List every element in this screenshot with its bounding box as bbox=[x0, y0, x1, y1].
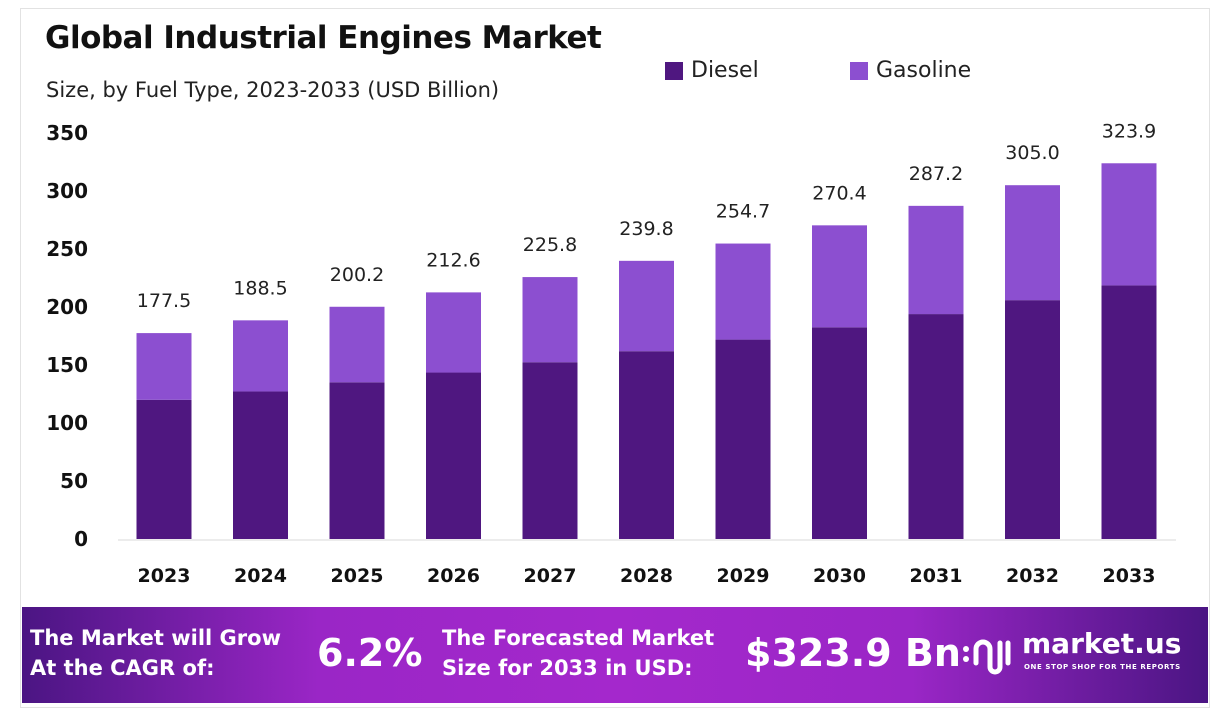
bar-chart: 0 50 100 150 200 250 300 350 177.5 2023 188.5 2024 2… bbox=[46, 120, 1176, 587]
bar-gasoline-2033 bbox=[1101, 163, 1157, 286]
total-label-2028: 239.8 bbox=[619, 218, 673, 240]
bar-gasoline-2024 bbox=[233, 320, 288, 392]
y-tick-label: 150 bbox=[46, 353, 88, 377]
bar-diesel-2032 bbox=[1005, 300, 1060, 539]
y-tick-label: 100 bbox=[46, 411, 88, 435]
y-tick-label: 0 bbox=[74, 527, 88, 551]
legend-swatch-gasoline bbox=[850, 61, 868, 80]
chart-title: Global Industrial Engines Market bbox=[45, 20, 602, 56]
y-tick-label: 250 bbox=[46, 237, 88, 261]
y-tick-label: 300 bbox=[46, 179, 88, 203]
bar-diesel-2027 bbox=[522, 362, 578, 539]
x-tick-label: 2033 bbox=[1103, 565, 1156, 587]
x-tick-label: 2029 bbox=[717, 565, 770, 587]
total-label-2029: 254.7 bbox=[716, 201, 770, 223]
total-label-2023: 177.5 bbox=[137, 290, 191, 312]
market-us-logo-icon bbox=[963, 639, 1011, 675]
x-tick-label: 2028 bbox=[620, 565, 673, 587]
bar-diesel-2028 bbox=[619, 351, 674, 539]
bar-diesel-2026 bbox=[426, 372, 481, 539]
legend-label-gasoline: Gasoline bbox=[876, 58, 972, 83]
x-tick-label: 2032 bbox=[1006, 565, 1059, 587]
x-tick-label: 2025 bbox=[331, 565, 384, 587]
y-tick-label: 50 bbox=[60, 469, 88, 493]
bar-gasoline-2032 bbox=[1005, 185, 1060, 301]
chart-frame bbox=[20, 8, 1210, 708]
total-label-2025: 200.2 bbox=[330, 264, 384, 286]
legend-gasoline: Gasoline bbox=[850, 58, 971, 83]
x-tick-label: 2031 bbox=[910, 565, 963, 587]
bar-gasoline-2030 bbox=[812, 225, 867, 328]
bar-gasoline-2028 bbox=[619, 260, 674, 352]
x-tick-label: 2030 bbox=[813, 565, 866, 587]
y-tick-label: 350 bbox=[46, 121, 88, 145]
bar-diesel-2025 bbox=[329, 382, 385, 539]
cagr-label-line2: At the CAGR of: bbox=[30, 656, 215, 680]
x-tick-label: 2023 bbox=[138, 565, 191, 587]
bar-gasoline-2027 bbox=[522, 277, 578, 363]
legend-label-diesel: Diesel bbox=[691, 58, 759, 83]
total-label-2026: 212.6 bbox=[426, 249, 480, 271]
forecast-value: $323.9 Bn bbox=[745, 631, 961, 675]
footer-banner: The Market will Grow At the CAGR of: 6.2… bbox=[22, 607, 1208, 703]
bar-gasoline-2031 bbox=[908, 205, 964, 315]
legend-diesel: Diesel bbox=[665, 58, 759, 83]
bar-diesel-2033 bbox=[1101, 285, 1157, 539]
total-label-2030: 270.4 bbox=[812, 182, 866, 204]
total-label-2024: 188.5 bbox=[233, 277, 287, 299]
bar-gasoline-2026 bbox=[426, 292, 481, 373]
y-tick-label: 200 bbox=[46, 295, 88, 319]
brand-tagline: ONE STOP SHOP FOR THE REPORTS bbox=[1024, 663, 1181, 671]
cagr-value: 6.2% bbox=[317, 631, 423, 675]
bar-diesel-2029 bbox=[715, 339, 771, 539]
total-label-2031: 287.2 bbox=[909, 163, 963, 185]
cagr-label-line1: The Market will Grow bbox=[30, 626, 281, 650]
bar-diesel-2030 bbox=[812, 327, 867, 539]
forecast-label-line1: The Forecasted Market bbox=[442, 626, 715, 650]
x-tick-label: 2026 bbox=[427, 565, 480, 587]
cagr-label: The Market will Grow At the CAGR of: bbox=[30, 623, 281, 683]
bar-diesel-2023 bbox=[136, 399, 192, 539]
total-label-2027: 225.8 bbox=[523, 234, 577, 256]
forecast-label: The Forecasted Market Size for 2033 in U… bbox=[442, 623, 714, 683]
total-label-2032: 305.0 bbox=[1005, 142, 1059, 164]
bar-gasoline-2029 bbox=[715, 243, 771, 340]
forecast-label-line2: Size for 2033 in USD: bbox=[442, 656, 693, 680]
x-tick-label: 2024 bbox=[234, 565, 287, 587]
x-tick-label: 2027 bbox=[524, 565, 577, 587]
legend-swatch-diesel bbox=[665, 61, 683, 80]
brand-name: market.us bbox=[1022, 627, 1182, 660]
total-label-2033: 323.9 bbox=[1102, 120, 1156, 142]
bar-gasoline-2023 bbox=[136, 333, 192, 400]
bar-diesel-2031 bbox=[908, 314, 964, 539]
bar-gasoline-2025 bbox=[329, 306, 385, 383]
chart-subtitle: Size, by Fuel Type, 2023-2033 (USD Billi… bbox=[46, 78, 500, 102]
bar-diesel-2024 bbox=[233, 391, 288, 539]
